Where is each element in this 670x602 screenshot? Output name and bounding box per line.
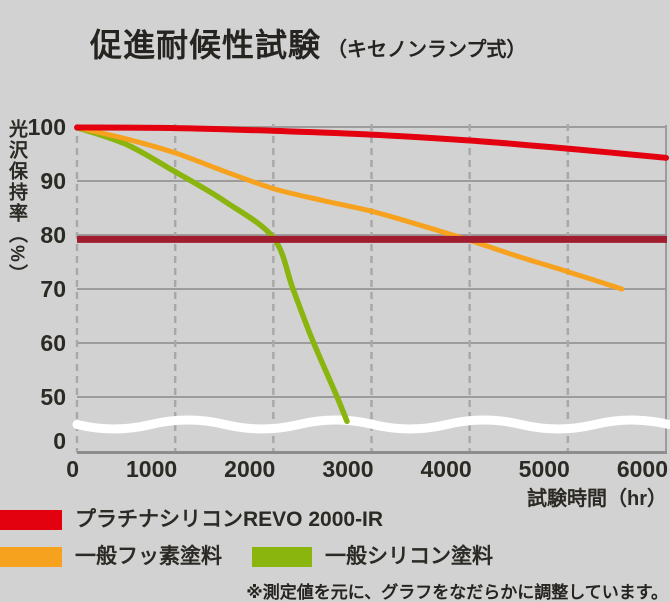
chart-title-sub: （キセノンランプ式） bbox=[327, 39, 527, 61]
chart-title: 促進耐候性試験 （キセノンランプ式） bbox=[90, 20, 526, 66]
x-tick-label: 2000 bbox=[224, 456, 275, 482]
y-tick-label: 90 bbox=[40, 168, 66, 194]
x-tick-label: 1000 bbox=[126, 456, 177, 482]
chart-title-main: 促進耐候性試験 bbox=[90, 27, 322, 63]
y-axis-label: 光沢保持率（%） bbox=[6, 119, 27, 285]
x-tick-label: 4000 bbox=[420, 456, 471, 482]
x-tick-label: 0 bbox=[66, 456, 79, 482]
legend-swatch-platinum-silicon bbox=[0, 510, 62, 530]
y-tick-label: 70 bbox=[40, 276, 66, 302]
x-axis-label: 試験時間（hr） bbox=[527, 488, 667, 510]
y-tick-label: 80 bbox=[40, 222, 66, 248]
axis-break-wave bbox=[72, 415, 670, 434]
series-line-platinum-silicon bbox=[74, 124, 669, 161]
legend-label-platinum-silicon: プラチナシリコンREVO 2000-IR bbox=[75, 508, 384, 531]
x-tick-label: 5000 bbox=[519, 456, 570, 482]
series-line-silicon-paint bbox=[74, 124, 350, 425]
y-tick-label: 60 bbox=[40, 330, 66, 356]
y-tick-label: 50 bbox=[40, 384, 66, 410]
y-tick-label: 0 bbox=[53, 428, 66, 454]
x-tick-label: 3000 bbox=[322, 456, 373, 482]
legend-swatch-fluorine-paint bbox=[0, 547, 62, 567]
y-tick-label: 100 bbox=[28, 114, 66, 140]
legend-label-silicon-paint: 一般シリコン塗料 bbox=[325, 545, 493, 568]
footnote: ※測定値を元に、グラフをなだらかに調整しています。 bbox=[246, 583, 668, 602]
legend-label-fluorine-paint: 一般フッ素塗料 bbox=[75, 545, 222, 568]
legend-swatch-silicon-paint bbox=[252, 547, 312, 567]
x-tick-label: 6000 bbox=[617, 456, 668, 482]
series-line-fluorine-paint bbox=[74, 125, 625, 292]
